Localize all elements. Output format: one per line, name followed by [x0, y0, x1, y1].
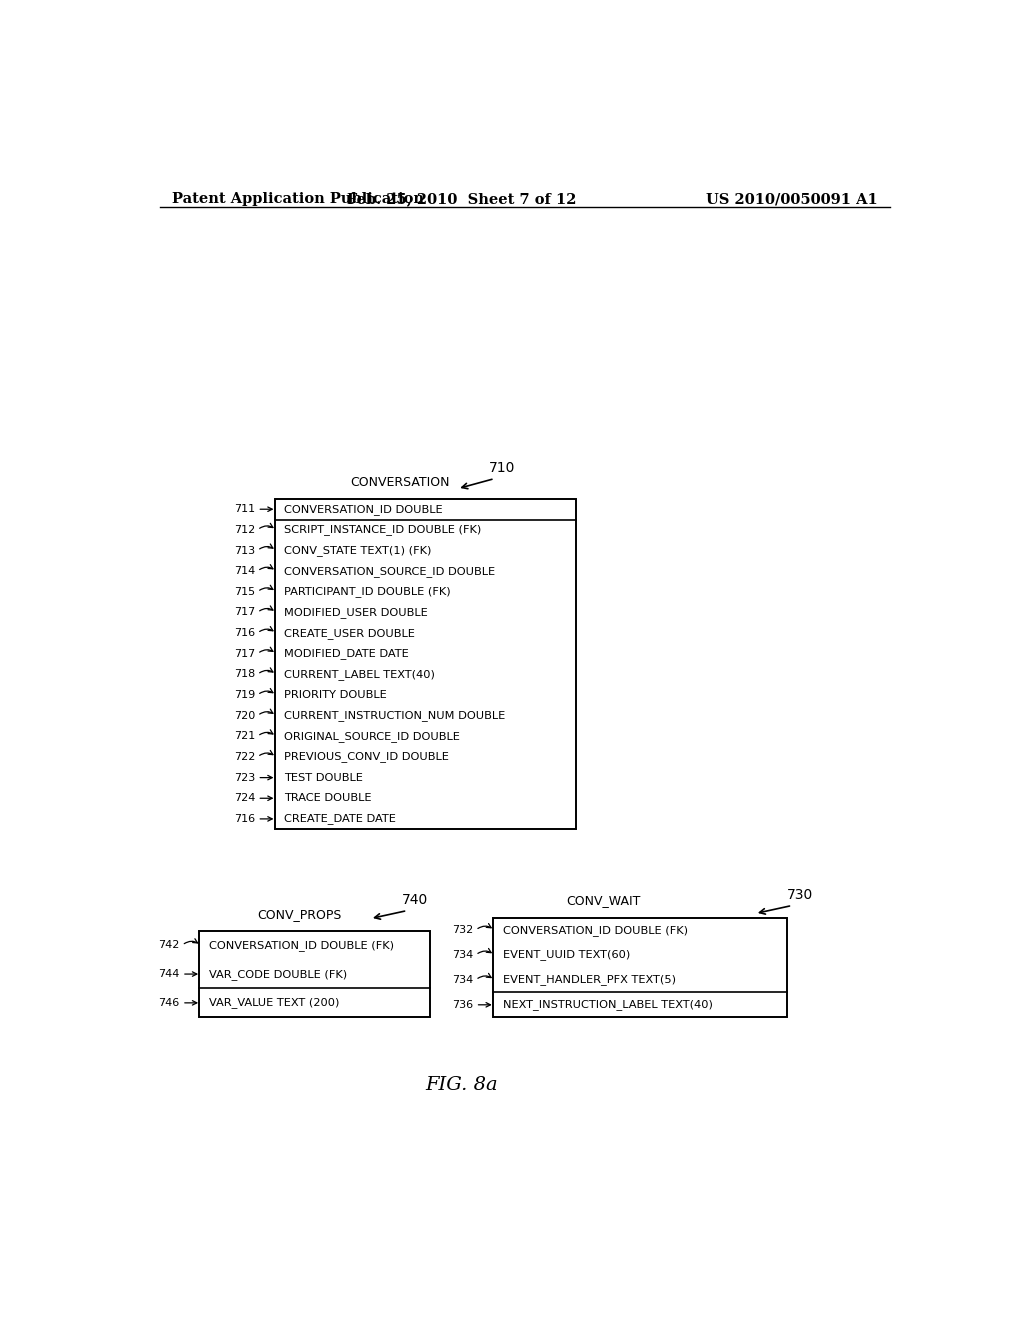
- Text: VAR_VALUE TEXT (200): VAR_VALUE TEXT (200): [209, 998, 339, 1008]
- Text: CURRENT_LABEL TEXT(40): CURRENT_LABEL TEXT(40): [285, 669, 435, 680]
- Text: 713: 713: [233, 545, 255, 556]
- Text: 717: 717: [233, 648, 255, 659]
- Text: US 2010/0050091 A1: US 2010/0050091 A1: [707, 191, 878, 206]
- Text: Feb. 25, 2010  Sheet 7 of 12: Feb. 25, 2010 Sheet 7 of 12: [346, 191, 577, 206]
- Text: 714: 714: [233, 566, 255, 576]
- Text: SCRIPT_INSTANCE_ID DOUBLE (FK): SCRIPT_INSTANCE_ID DOUBLE (FK): [285, 524, 481, 536]
- Text: PARTICIPANT_ID DOUBLE (FK): PARTICIPANT_ID DOUBLE (FK): [285, 586, 451, 597]
- Text: 720: 720: [233, 710, 255, 721]
- Text: VAR_CODE DOUBLE (FK): VAR_CODE DOUBLE (FK): [209, 969, 347, 979]
- Text: CONVERSATION_ID DOUBLE (FK): CONVERSATION_ID DOUBLE (FK): [503, 924, 687, 936]
- Text: 722: 722: [233, 752, 255, 762]
- Text: CONVERSATION: CONVERSATION: [350, 475, 450, 488]
- Text: Patent Application Publication: Patent Application Publication: [172, 191, 424, 206]
- Text: PRIORITY DOUBLE: PRIORITY DOUBLE: [285, 690, 387, 700]
- Text: 718: 718: [233, 669, 255, 680]
- Text: EVENT_HANDLER_PFX TEXT(5): EVENT_HANDLER_PFX TEXT(5): [503, 974, 676, 985]
- Text: FIG. 8a: FIG. 8a: [425, 1076, 498, 1094]
- Text: TEST DOUBLE: TEST DOUBLE: [285, 772, 364, 783]
- Text: 732: 732: [452, 925, 473, 935]
- Text: CONVERSATION_ID DOUBLE (FK): CONVERSATION_ID DOUBLE (FK): [209, 940, 394, 950]
- Text: 730: 730: [786, 888, 813, 903]
- Bar: [200, 931, 430, 1018]
- Text: MODIFIED_USER DOUBLE: MODIFIED_USER DOUBLE: [285, 607, 428, 618]
- Text: EVENT_UUID TEXT(60): EVENT_UUID TEXT(60): [503, 949, 630, 961]
- Text: 742: 742: [159, 940, 179, 950]
- Text: 716: 716: [233, 628, 255, 638]
- Text: PREVIOUS_CONV_ID DOUBLE: PREVIOUS_CONV_ID DOUBLE: [285, 751, 450, 763]
- Text: 721: 721: [233, 731, 255, 742]
- Text: 710: 710: [489, 462, 515, 475]
- Text: CONV_STATE TEXT(1) (FK): CONV_STATE TEXT(1) (FK): [285, 545, 432, 556]
- Text: 734: 734: [452, 950, 473, 960]
- Text: CONVERSATION_ID DOUBLE: CONVERSATION_ID DOUBLE: [285, 504, 443, 515]
- Text: CONVERSATION_SOURCE_ID DOUBLE: CONVERSATION_SOURCE_ID DOUBLE: [285, 566, 496, 577]
- Text: TRACE DOUBLE: TRACE DOUBLE: [285, 793, 372, 804]
- Text: ORIGINAL_SOURCE_ID DOUBLE: ORIGINAL_SOURCE_ID DOUBLE: [285, 731, 460, 742]
- Text: 734: 734: [452, 975, 473, 985]
- Text: CREATE_USER DOUBLE: CREATE_USER DOUBLE: [285, 627, 415, 639]
- Text: NEXT_INSTRUCTION_LABEL TEXT(40): NEXT_INSTRUCTION_LABEL TEXT(40): [503, 999, 713, 1010]
- Text: 715: 715: [233, 587, 255, 597]
- Text: 723: 723: [233, 772, 255, 783]
- Text: MODIFIED_DATE DATE: MODIFIED_DATE DATE: [285, 648, 410, 659]
- Text: 719: 719: [233, 690, 255, 700]
- Text: 744: 744: [159, 969, 179, 979]
- Text: 724: 724: [233, 793, 255, 804]
- Text: 712: 712: [233, 525, 255, 535]
- Bar: [494, 917, 786, 1018]
- Text: CONV_PROPS: CONV_PROPS: [257, 908, 341, 921]
- Bar: [274, 499, 577, 829]
- Text: 736: 736: [452, 999, 473, 1010]
- Text: 717: 717: [233, 607, 255, 618]
- Text: CONV_WAIT: CONV_WAIT: [566, 895, 641, 907]
- Text: 740: 740: [401, 894, 428, 907]
- Text: 716: 716: [233, 814, 255, 824]
- Text: 746: 746: [159, 998, 179, 1008]
- Text: CREATE_DATE DATE: CREATE_DATE DATE: [285, 813, 396, 825]
- Text: 711: 711: [233, 504, 255, 515]
- Text: CURRENT_INSTRUCTION_NUM DOUBLE: CURRENT_INSTRUCTION_NUM DOUBLE: [285, 710, 506, 721]
